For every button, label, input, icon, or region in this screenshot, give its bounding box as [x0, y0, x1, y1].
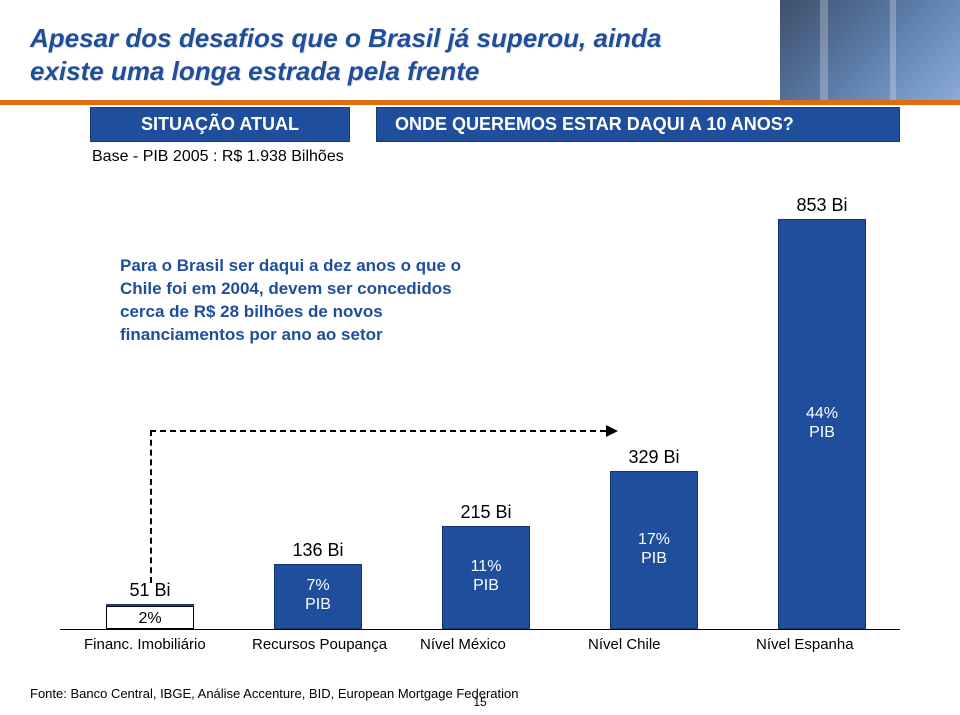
bar-value-label-4: 853 Bi: [762, 195, 882, 216]
bar-value-label-3: 329 Bi: [594, 447, 714, 468]
box-onde-queremos: ONDE QUEREMOS ESTAR DAQUI A 10 ANOS?: [376, 107, 900, 142]
category-label-2: Nível México: [420, 636, 506, 653]
bar-inner-pct-3: 17%PIB: [594, 531, 714, 568]
box-situacao-atual: SITUAÇÃO ATUAL: [90, 107, 350, 142]
chart-paragraph: Para o Brasil ser daqui a dez anos o que…: [120, 255, 500, 347]
category-label-3: Nível Chile: [588, 636, 661, 653]
bar-slot-2: 215 Bi 11%PIB: [426, 467, 546, 630]
dashed-connector-vertical: [150, 430, 152, 583]
accent-stripe: [0, 100, 960, 105]
bar-inner-pct-2: 11%PIB: [426, 558, 546, 595]
context-boxes: SITUAÇÃO ATUAL ONDE QUEREMOS ESTAR DAQUI…: [90, 107, 900, 142]
bar-slot-4: 853 Bi 44%PIB: [762, 160, 882, 630]
bar-inner-pct-4: 44%PIB: [762, 405, 882, 442]
dashed-connector-horizontal: [150, 430, 606, 432]
bar-slot-3: 329 Bi 17%PIB: [594, 412, 714, 630]
decorative-corner-image: [780, 0, 960, 100]
category-label-4: Nível Espanha: [756, 636, 854, 653]
bar-value-label-1: 136 Bi: [258, 540, 378, 561]
bar-slot-1: 136 Bi 7%PIB: [258, 505, 378, 630]
category-label-0: Financ. Imobiliário: [84, 636, 206, 653]
bar-value-label-0: 51 Bi: [90, 580, 210, 601]
dashed-connector-arrowhead: [606, 425, 618, 437]
bar-pct-box-0: 2%: [106, 606, 194, 629]
category-label-1: Recursos Poupança: [252, 636, 387, 653]
bar-chart: Para o Brasil ser daqui a dez anos o que…: [60, 200, 900, 630]
category-labels-row: Financ. Imobiliário Recursos Poupança Níve…: [60, 632, 900, 656]
bar-inner-pct-1: 7%PIB: [258, 577, 378, 614]
source-footer: Fonte: Banco Central, IBGE, Análise Acce…: [30, 686, 519, 701]
bar-value-label-2: 215 Bi: [426, 502, 546, 523]
page-number: 15: [473, 695, 486, 709]
